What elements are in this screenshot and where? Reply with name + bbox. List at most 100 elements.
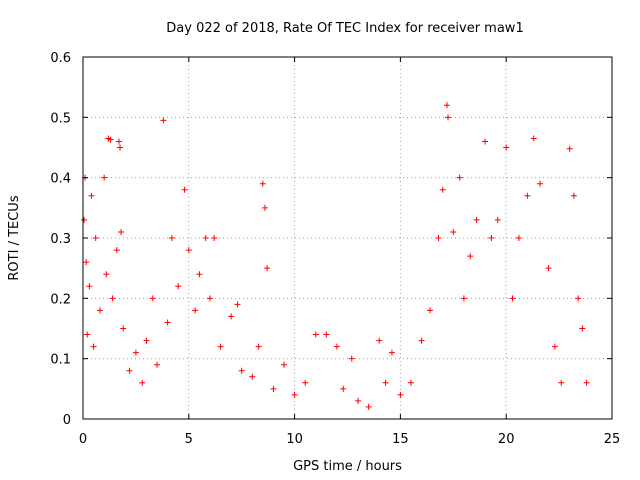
data-point: [323, 331, 330, 338]
y-tick-label: 0.3: [50, 232, 71, 247]
x-tick-label: 25: [604, 432, 621, 447]
data-point: [109, 295, 116, 302]
data-point: [84, 331, 91, 338]
data-point: [149, 295, 156, 302]
data-point: [365, 403, 372, 410]
data-point: [312, 331, 319, 338]
x-axis-label: GPS time / hours: [293, 459, 402, 474]
data-point: [139, 379, 146, 386]
data-point: [117, 144, 124, 151]
x-tick-label: 20: [498, 432, 515, 447]
data-point: [302, 379, 309, 386]
data-point: [86, 283, 93, 290]
data-point: [397, 391, 404, 398]
data-point: [545, 265, 552, 272]
data-point: [175, 283, 182, 290]
x-tick-label: 0: [79, 432, 87, 447]
data-point: [333, 343, 340, 350]
data-point: [160, 117, 167, 124]
data-point: [185, 247, 192, 254]
data-point: [291, 391, 298, 398]
y-tick-label: 0: [63, 413, 71, 428]
y-axis-label: ROTI / TECUs: [7, 195, 22, 280]
x-tick-label: 5: [185, 432, 193, 447]
data-point: [524, 192, 531, 199]
data-point: [103, 271, 110, 278]
data-point: [107, 136, 114, 143]
data-point: [126, 367, 133, 374]
data-point: [211, 235, 218, 241]
data-point: [281, 361, 288, 368]
data-point: [83, 259, 90, 266]
data-point: [530, 135, 537, 142]
data-point: [575, 295, 582, 302]
data-point: [120, 325, 127, 332]
data-point: [456, 174, 463, 181]
data-point: [509, 295, 516, 302]
y-tick-label: 0.6: [50, 51, 71, 66]
data-point: [566, 145, 573, 152]
data-point: [376, 337, 383, 344]
data-point: [88, 192, 95, 199]
data-point: [515, 235, 522, 241]
y-tick-label: 0.1: [50, 353, 71, 368]
data-point: [348, 355, 355, 362]
data-point: [494, 216, 501, 223]
data-point: [388, 349, 395, 356]
x-tick-label: 15: [392, 432, 409, 447]
data-point: [113, 247, 120, 254]
data-point: [340, 385, 347, 392]
x-tick-label: 10: [286, 432, 303, 447]
data-point: [427, 307, 434, 314]
data-point: [558, 379, 565, 386]
data-point: [439, 186, 446, 193]
data-point: [570, 192, 577, 199]
data-point: [450, 228, 457, 235]
data-point: [81, 216, 88, 223]
y-tick-label: 0.2: [50, 292, 71, 307]
data-point: [168, 235, 175, 241]
data-point: [196, 271, 203, 278]
data-point: [407, 379, 414, 386]
data-point: [382, 379, 389, 386]
data-point: [261, 204, 268, 211]
data-point: [482, 138, 489, 145]
data-point: [228, 313, 235, 320]
data-point: [92, 235, 99, 241]
grid: [83, 57, 612, 419]
data-point: [537, 180, 544, 187]
axis-ticks: 0 5 10 15 20 25 0 0.1 0.2 0.3 0.4 0.5 0.6: [50, 51, 620, 447]
data-point: [460, 295, 467, 302]
data-point: [206, 295, 213, 302]
data-point: [249, 373, 256, 380]
data-point: [217, 343, 224, 350]
data-point: [202, 235, 209, 241]
data-point: [115, 138, 122, 145]
data-point: [488, 235, 495, 241]
data-point: [164, 319, 171, 326]
data-point: [192, 307, 199, 314]
y-tick-label: 0.4: [50, 172, 71, 187]
data-point: [118, 228, 125, 235]
data-point: [96, 307, 103, 314]
data-point: [238, 367, 245, 374]
y-tick-label: 0.5: [50, 111, 71, 126]
chart-title: Day 022 of 2018, Rate Of TEC Index for r…: [166, 21, 523, 36]
data-point: [503, 144, 510, 151]
data-point: [473, 216, 480, 223]
data-point: [435, 235, 442, 241]
data-point: [355, 397, 362, 404]
data-point: [418, 337, 425, 344]
data-point: [154, 361, 161, 368]
data-point: [181, 186, 188, 193]
data-point: [551, 343, 558, 350]
data-point: [270, 385, 277, 392]
data-point: [583, 379, 590, 386]
data-point: [90, 343, 97, 350]
data-point: [579, 325, 586, 332]
data-point: [101, 174, 108, 181]
data-point: [467, 253, 474, 260]
data-point: [259, 180, 266, 187]
